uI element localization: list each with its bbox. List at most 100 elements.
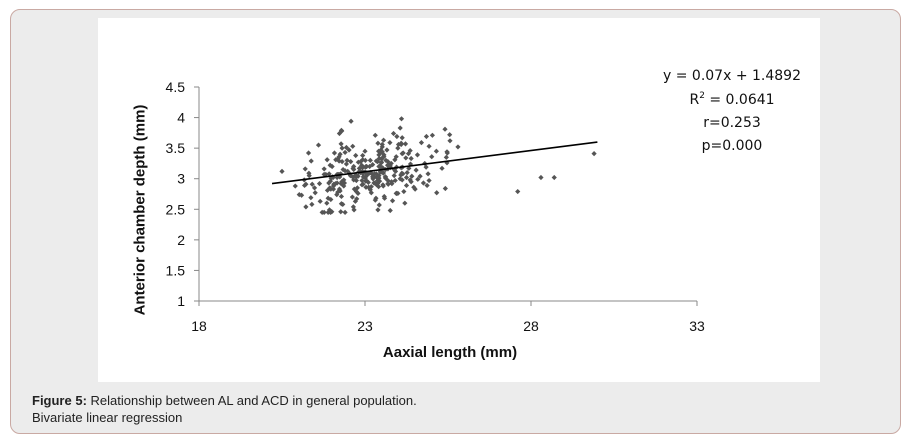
caption-label: Figure 5: [32,393,87,408]
data-point [335,155,341,162]
data-point [341,183,347,189]
data-point [395,145,401,151]
data-point [326,171,332,177]
data-point [402,200,408,206]
data-point [360,157,366,163]
data-point [324,200,330,206]
data-point [360,152,366,159]
y-tick-label: 2.5 [166,201,186,217]
data-point [306,173,312,179]
data-point [367,157,373,163]
data-point [408,155,414,162]
data-point [387,140,393,146]
data-point [362,157,368,163]
data-point [324,157,330,163]
data-point [385,177,391,184]
data-point [328,186,334,192]
data-point [399,135,405,141]
data-point [296,192,302,198]
data-point [331,150,338,156]
data-point [423,133,430,140]
data-point [356,165,362,171]
data-point [424,182,430,189]
data-point [371,174,377,181]
data-point [375,140,381,146]
data-point [397,176,403,182]
data-point [372,132,378,138]
data-point [425,171,431,177]
data-point [338,141,344,147]
data-point [346,147,352,153]
data-point [434,190,440,196]
data-point [327,209,334,215]
data-point [354,196,360,202]
data-point [303,204,309,210]
data-point [433,148,439,154]
data-point [306,170,312,176]
data-point [301,182,308,189]
data-point [298,192,305,198]
data-point [447,138,453,144]
data-point [353,177,359,184]
data-point [344,157,350,163]
data-point [348,118,354,124]
data-point [364,163,370,170]
data-point [384,162,391,168]
data-point [388,160,394,167]
data-point [400,171,406,177]
data-point [292,183,298,189]
data-point [423,164,429,170]
data-point [375,174,381,180]
data-point [374,182,380,188]
data-point [379,141,385,148]
data-point [364,173,370,179]
data-point [339,128,345,134]
data-point [455,144,461,150]
data-point [309,181,315,187]
trendline [271,141,598,185]
data-point [368,190,374,196]
data-point [367,187,373,193]
data-point [367,163,373,170]
data-point [407,147,413,154]
data-point [358,158,364,165]
data-point [373,195,379,201]
data-point [379,159,385,165]
data-point [368,184,374,190]
figure-caption: Figure 5: Relationship between AL and AC… [32,392,417,426]
y-tick-label: 1.5 [166,262,186,278]
data-point [321,166,327,172]
data-point [398,172,404,178]
data-point [384,147,390,153]
data-point [312,190,318,196]
data-point [343,161,350,167]
data-point [392,177,398,184]
data-point [389,181,395,187]
data-point [341,177,347,183]
data-point [342,149,348,156]
data-point [379,155,385,161]
data-point [429,154,435,160]
data-point [350,143,356,149]
data-point [538,174,544,181]
data-point [411,184,417,190]
caption-line2: Bivariate linear regression [32,410,183,425]
data-point [359,177,365,184]
data-point [414,152,421,158]
data-point [390,130,397,137]
x-axis-label: Aaxial length (mm) [382,344,518,361]
data-point [377,150,383,156]
data-point [351,163,357,170]
data-point [329,163,335,170]
y-tick-label: 3.5 [166,140,186,156]
data-point [444,149,450,155]
data-point [391,173,397,179]
data-point [351,186,357,192]
data-point [371,171,377,177]
data-point [406,165,412,171]
data-point [443,154,449,160]
data-point [336,186,343,192]
y-axis-label: Anterior chamber depth (mm) [131,104,149,316]
data-point [360,181,366,187]
